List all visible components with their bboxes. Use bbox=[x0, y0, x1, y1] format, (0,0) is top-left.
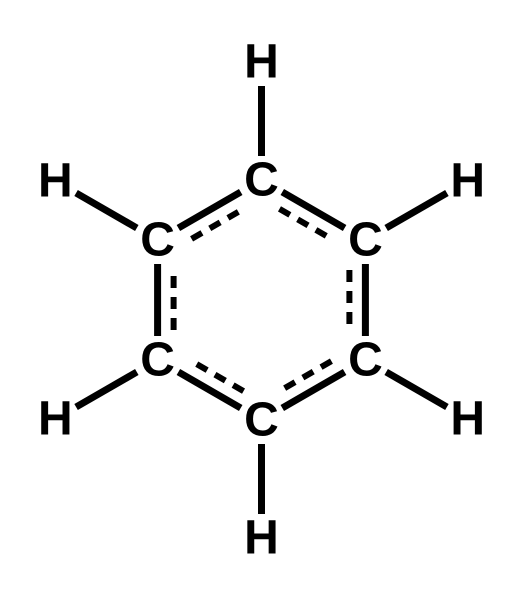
atom-c-label: C bbox=[348, 334, 383, 387]
bond-line bbox=[76, 193, 137, 228]
bond-line bbox=[178, 192, 240, 228]
atom-h-label: H bbox=[244, 36, 279, 89]
atom-c-label: C bbox=[140, 214, 175, 267]
atom-c-label: C bbox=[140, 334, 175, 387]
bond-line bbox=[282, 372, 344, 408]
atom-h-label: H bbox=[38, 393, 73, 446]
bond-line bbox=[178, 372, 240, 408]
benzene-structure-diagram: C C C C C C H H H H H H bbox=[0, 0, 523, 600]
atom-c-label: C bbox=[244, 154, 279, 207]
bond-line bbox=[386, 193, 447, 228]
bond-line bbox=[282, 192, 344, 228]
bonds-group bbox=[76, 86, 447, 514]
atom-c-label: C bbox=[348, 214, 383, 267]
atom-c-label: C bbox=[244, 394, 279, 447]
bond-line bbox=[76, 372, 137, 407]
atom-h-label: H bbox=[450, 393, 485, 446]
atom-h-label: H bbox=[38, 155, 73, 208]
bond-line bbox=[386, 372, 447, 407]
atom-h-label: H bbox=[450, 155, 485, 208]
atom-h-label: H bbox=[244, 512, 279, 565]
